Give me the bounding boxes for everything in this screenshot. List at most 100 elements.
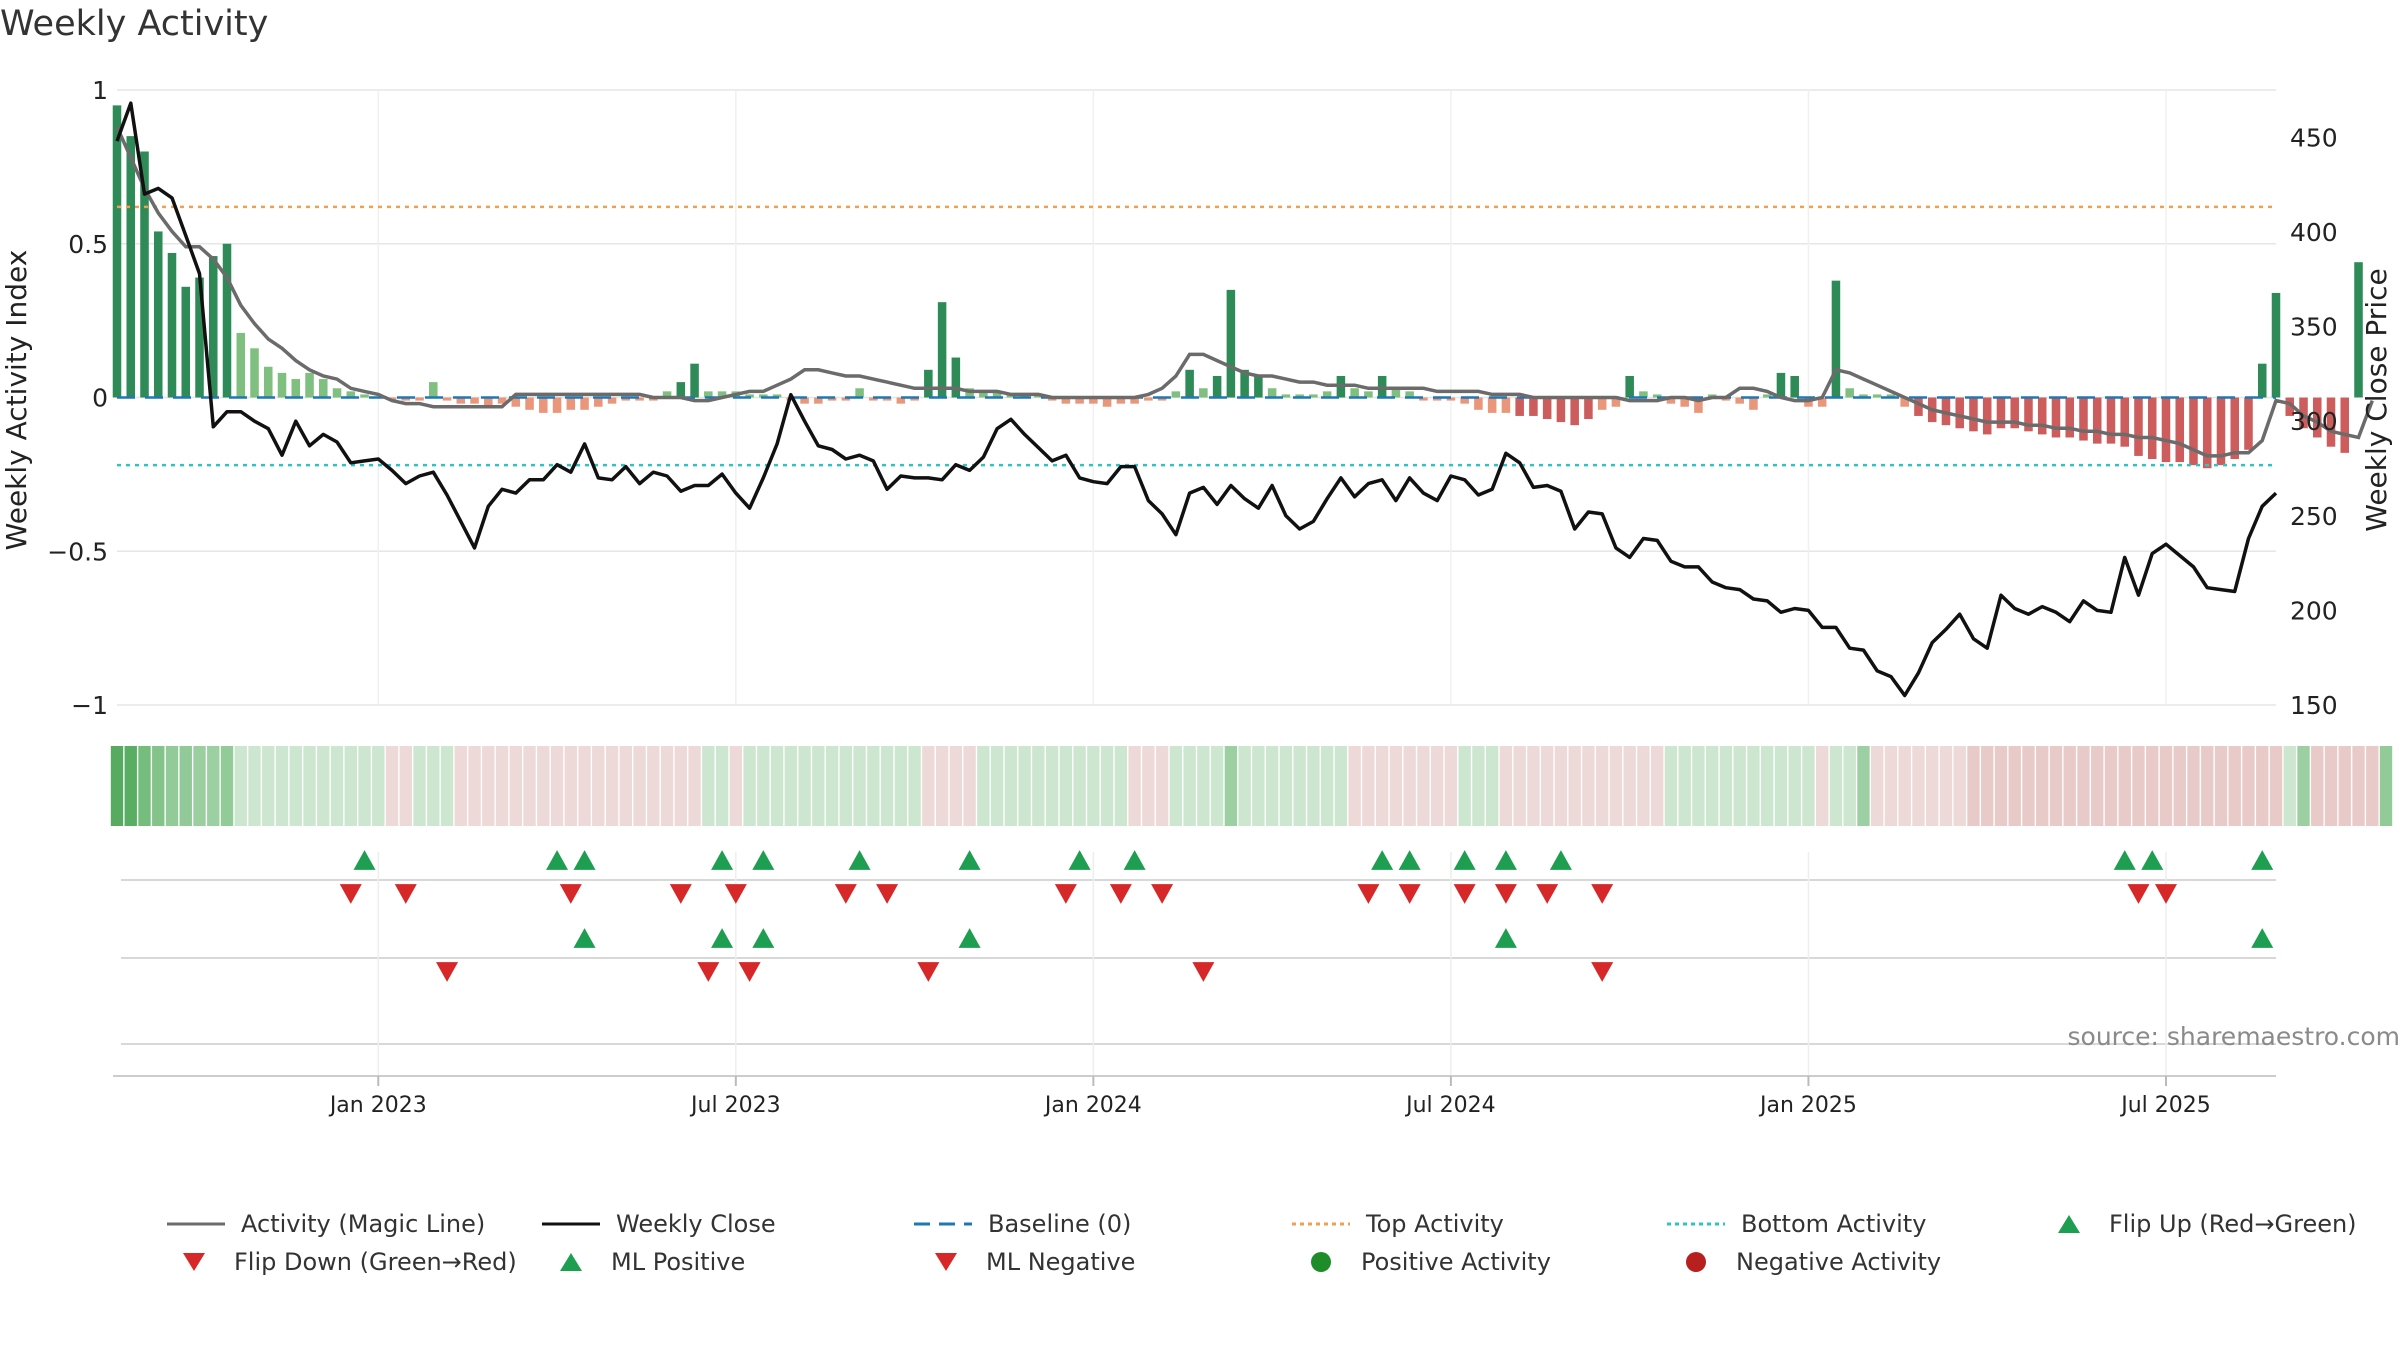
ribbon-cell — [757, 746, 770, 826]
x-tick-label: Jan 2024 — [1043, 1093, 1142, 1118]
activity-bar — [635, 397, 644, 401]
ribbon-cell — [2077, 746, 2090, 826]
left-axis-label: Weekly Activity Index — [0, 250, 33, 551]
activity-bar — [855, 388, 864, 398]
ribbon-cell — [1898, 746, 1911, 826]
activity-bar — [1529, 397, 1538, 416]
flip-down-marker — [669, 884, 692, 904]
ribbon-cell — [193, 746, 206, 826]
ribbon-cell — [1623, 746, 1636, 826]
activity-bar — [1515, 397, 1524, 416]
activity-bar — [1061, 397, 1071, 404]
activity-bar — [319, 379, 328, 398]
x-tick-label: Jan 2023 — [328, 1093, 427, 1118]
ribbon-cell — [248, 746, 261, 826]
ribbon-cell — [1527, 746, 1540, 826]
flip-up-marker — [353, 850, 376, 870]
x-tick-label: Jul 2024 — [1404, 1093, 1496, 1118]
activity-bar — [1859, 394, 1868, 398]
signal-panels — [121, 850, 2276, 1080]
reference-lines — [117, 205, 2276, 467]
flip-up-marker — [573, 850, 596, 870]
activity-bar — [869, 397, 878, 401]
activity-bar — [1419, 397, 1428, 401]
ribbon-cell — [1609, 746, 1623, 826]
ribbon-cell — [1155, 746, 1169, 826]
ml-negative-marker — [697, 962, 720, 982]
activity-bar — [1680, 397, 1689, 407]
ribbon-cell — [1816, 746, 1829, 826]
ribbon-cell — [1293, 746, 1306, 826]
flip-down-marker — [1151, 884, 1174, 904]
ribbon-cell — [234, 746, 247, 826]
activity-bar — [1831, 280, 1841, 398]
ribbon-cell — [1719, 746, 1733, 826]
ribbon-cell — [1430, 746, 1444, 826]
flip-up-marker — [1068, 850, 1091, 870]
flip-down-marker — [559, 884, 582, 904]
ribbon-cell — [825, 746, 839, 826]
ribbon-cell — [853, 746, 866, 826]
activity-bar — [525, 397, 534, 410]
ribbon-cell — [935, 746, 949, 826]
flip-up-marker — [2141, 850, 2164, 870]
ribbon-cell — [1073, 746, 1086, 826]
ribbon-cell — [1554, 746, 1568, 826]
ml-negative-marker — [917, 962, 940, 982]
ribbon-cell — [1926, 746, 1939, 826]
activity-bar — [745, 394, 754, 398]
ribbon-cell — [702, 746, 715, 826]
activity-ribbon — [110, 746, 2393, 826]
ribbon-cell — [1802, 746, 1815, 826]
activity-bar — [484, 397, 493, 407]
activity-bar — [1666, 397, 1676, 404]
activity-bar — [2010, 397, 2019, 429]
activity-bar — [2092, 397, 2102, 444]
ribbon-cell — [1389, 746, 1403, 826]
activity-bar — [1982, 397, 1992, 435]
ribbon-cell — [2022, 746, 2035, 826]
ribbon-cell — [358, 746, 371, 826]
activity-bar — [566, 397, 576, 410]
activity-bar — [2106, 397, 2116, 444]
ribbon-cell — [1114, 746, 1128, 826]
ribbon-cell — [1967, 746, 1980, 826]
ribbon-cell — [2008, 746, 2021, 826]
flip-up-marker — [1549, 850, 1572, 870]
ribbon-cell — [1953, 746, 1966, 826]
flip-up-marker — [711, 850, 734, 870]
right-axis-label: Weekly Close Price — [2360, 268, 2393, 531]
activity-bar — [1212, 375, 1222, 398]
flip-down-marker — [876, 884, 899, 904]
activity-bar — [1611, 397, 1621, 407]
ml-positive-marker — [2251, 928, 2274, 948]
ribbon-cell — [1018, 746, 1031, 826]
ribbon-cell — [2104, 746, 2118, 826]
ribbon-cell — [372, 746, 385, 826]
activity-bar — [841, 397, 851, 401]
left-tick-label: 0 — [92, 384, 108, 413]
flip-up-marker — [1371, 850, 1394, 870]
activity-bar — [1652, 394, 1662, 398]
ml-positive-marker — [1494, 928, 1517, 948]
source-credit: source: sharemaestro.com — [2067, 1022, 2400, 1051]
activity-bar — [552, 397, 562, 413]
activity-bar — [2354, 262, 2363, 398]
ribbon-cell — [1705, 746, 1719, 826]
activity-bar — [1185, 369, 1194, 398]
ribbon-cell — [468, 746, 481, 826]
activity-bar — [2216, 397, 2226, 466]
ribbon-cell — [537, 746, 550, 826]
right-tick-label: 300 — [2290, 407, 2338, 436]
flip-down-marker — [1357, 884, 1380, 904]
left-tick-label: −1 — [71, 691, 108, 720]
activity-bar — [1075, 397, 1084, 404]
activity-bar — [979, 391, 988, 398]
ribbon-cell — [715, 746, 729, 826]
activity-bar — [2024, 397, 2033, 432]
ribbon-cell — [495, 746, 509, 826]
activity-bar — [401, 397, 411, 401]
ribbon-cell — [2201, 746, 2214, 826]
ribbon-cell — [399, 746, 412, 826]
ribbon-cell — [908, 746, 921, 826]
